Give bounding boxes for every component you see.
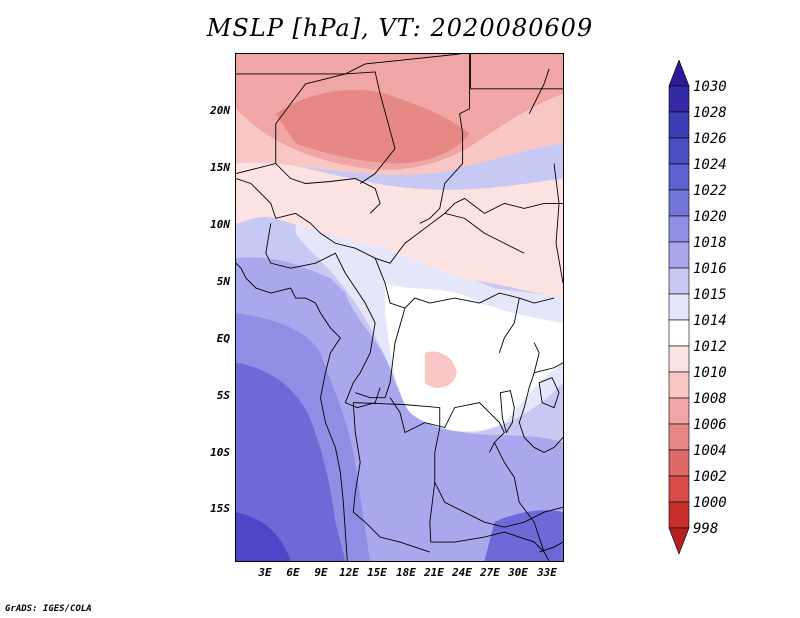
colorbar-top-arrow <box>668 60 690 87</box>
colorbar <box>668 60 690 555</box>
cb-label-1026: 1026 <box>693 131 727 147</box>
lon-label-18e: 18E <box>396 566 416 579</box>
lat-label-10n: 10N <box>210 218 230 231</box>
colorbar-segment <box>668 267 690 295</box>
colorbar-segment <box>668 475 690 503</box>
colorbar-segments <box>668 60 690 555</box>
lat-label-5s: 5S <box>216 389 230 402</box>
lat-label-15n: 15N <box>210 161 230 174</box>
lon-label-24e: 24E <box>452 566 472 579</box>
colorbar-segment <box>668 293 690 321</box>
lon-label-21e: 21E <box>424 566 444 579</box>
colorbar-segment <box>668 189 690 217</box>
colorbar-segment <box>668 85 690 113</box>
colorbar-segment <box>668 371 690 399</box>
cb-label-1030: 1030 <box>693 79 727 95</box>
lat-label-eq: EQ <box>216 332 230 345</box>
grads-credit: GrADS: IGES/COLA <box>5 604 92 614</box>
cb-label-1004: 1004 <box>693 443 727 459</box>
map-title: MSLP [hPa], VT: 2020080609 <box>206 14 594 42</box>
colorbar-segment <box>668 241 690 269</box>
lon-label-30e: 30E <box>508 566 528 579</box>
lat-label-5n: 5N <box>216 275 230 288</box>
cb-label-1000: 1000 <box>693 495 727 511</box>
colorbar-segment <box>668 501 690 529</box>
colorbar-segment <box>668 345 690 373</box>
cb-label-1016: 1016 <box>693 261 727 277</box>
lat-label-10s: 10S <box>210 446 230 459</box>
cb-label-1006: 1006 <box>693 417 727 433</box>
colorbar-segment <box>668 215 690 243</box>
lon-label-33e: 33E <box>537 566 557 579</box>
lon-label-6e: 6E <box>286 566 300 579</box>
lon-label-12e: 12E <box>339 566 359 579</box>
field-blue <box>236 362 563 561</box>
colorbar-segment <box>668 397 690 425</box>
cb-label-1002: 1002 <box>693 469 727 485</box>
lon-label-9e: 9E <box>314 566 328 579</box>
cb-label-1008: 1008 <box>693 391 727 407</box>
cb-label-1012: 1012 <box>693 339 727 355</box>
lat-label-15s: 15S <box>210 502 230 515</box>
pressure-map <box>235 53 564 562</box>
field-deep-blue <box>236 512 291 561</box>
cb-label-1024: 1024 <box>693 157 727 173</box>
lon-label-15e: 15E <box>367 566 387 579</box>
colorbar-segment <box>668 423 690 451</box>
field-pale-pink <box>236 153 563 299</box>
lon-label-27e: 27E <box>480 566 500 579</box>
lon-label-3e: 3E <box>258 566 272 579</box>
field-salmon <box>275 89 470 164</box>
colorbar-segment <box>668 137 690 165</box>
cb-label-1028: 1028 <box>693 105 727 121</box>
colorbar-segment <box>668 163 690 191</box>
cb-label-1022: 1022 <box>693 183 727 199</box>
colorbar-segment <box>668 449 690 477</box>
cb-label-1014: 1014 <box>693 313 727 329</box>
cb-label-1018: 1018 <box>693 235 727 251</box>
cb-label-998: 998 <box>693 521 719 537</box>
field-white <box>385 283 563 432</box>
cb-label-1020: 1020 <box>693 209 727 225</box>
country-boundaries <box>236 54 563 561</box>
colorbar-segment <box>668 111 690 139</box>
cb-label-1010: 1010 <box>693 365 727 381</box>
cb-label-1015: 1015 <box>693 287 727 303</box>
colorbar-segment <box>668 319 690 347</box>
field-pink-patch <box>424 351 457 388</box>
colorbar-bottom-arrow <box>668 527 690 555</box>
lat-label-20n: 20N <box>210 104 230 117</box>
